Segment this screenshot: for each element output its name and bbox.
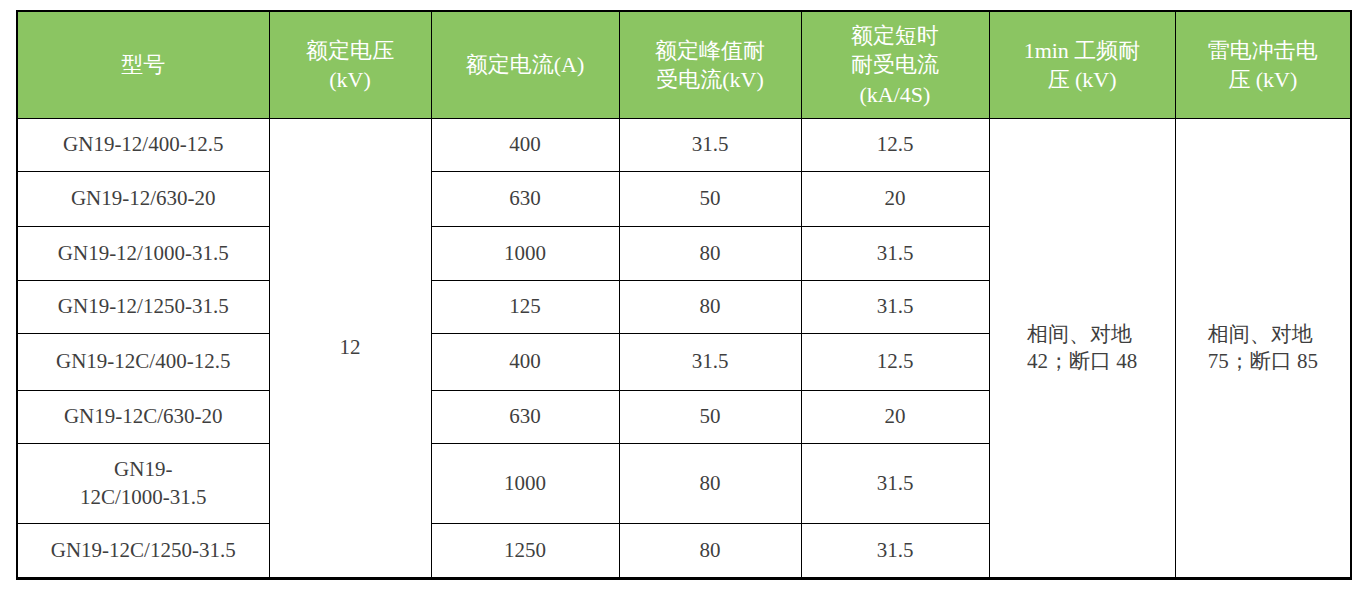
cell-rated-current: 1000 [431,227,619,281]
cell-peak-withstand: 80 [619,444,801,524]
cell-peak-withstand: 31.5 [619,334,801,391]
cell-rated-current: 630 [431,172,619,227]
cell-model: GN19-12/630-20 [17,172,269,227]
cell-model: GN19- 12C/1000-31.5 [17,444,269,524]
header-lightning-impulse-voltage: 雷电冲击电 压 (kV) [1175,11,1351,119]
cell-peak-withstand: 80 [619,227,801,281]
spec-table-container: 型号 额定电压 (kV) 额定电流(A) 额定峰值耐 受电流(kV) 额定短时 … [16,10,1350,580]
lightning-impulse-note: 相间、对地 75；断口 85 [1208,321,1318,376]
cell-model: GN19-12C/1250-31.5 [17,524,269,579]
cell-power-frequency-merged: 相间、对地 42；断口 48 [989,119,1175,579]
cell-peak-withstand: 80 [619,281,801,334]
header-power-frequency-withstand-voltage: 1min 工频耐 压 (kV) [989,11,1175,119]
cell-lightning-impulse-merged: 相间、对地 75；断口 85 [1175,119,1351,579]
cell-rated-current: 1250 [431,524,619,579]
cell-peak-withstand: 80 [619,524,801,579]
cell-peak-withstand: 31.5 [619,119,801,172]
cell-short-time-withstand: 31.5 [801,281,989,334]
cell-peak-withstand: 50 [619,172,801,227]
cell-rated-current: 630 [431,391,619,444]
cell-short-time-withstand: 20 [801,391,989,444]
header-model: 型号 [17,11,269,119]
cell-model: GN19-12C/630-20 [17,391,269,444]
switchgear-spec-table: 型号 额定电压 (kV) 额定电流(A) 额定峰值耐 受电流(kV) 额定短时 … [16,10,1352,580]
header-rated-current: 额定电流(A) [431,11,619,119]
cell-rated-current: 125 [431,281,619,334]
cell-short-time-withstand: 31.5 [801,524,989,579]
cell-model: GN19-12C/400-12.5 [17,334,269,391]
cell-short-time-withstand: 31.5 [801,227,989,281]
cell-rated-voltage-merged: 12 [269,119,431,579]
header-short-time-withstand-current: 额定短时 耐受电流 (kA/4S) [801,11,989,119]
table-row: GN19-12/400-12.5 12 400 31.5 12.5 相间、对地 … [17,119,1351,172]
cell-rated-current: 1000 [431,444,619,524]
cell-rated-current: 400 [431,119,619,172]
cell-model: GN19-12/1250-31.5 [17,281,269,334]
power-frequency-note: 相间、对地 42；断口 48 [1027,321,1137,376]
header-row: 型号 额定电压 (kV) 额定电流(A) 额定峰值耐 受电流(kV) 额定短时 … [17,11,1351,119]
header-peak-withstand-current: 额定峰值耐 受电流(kV) [619,11,801,119]
cell-short-time-withstand: 20 [801,172,989,227]
cell-short-time-withstand: 12.5 [801,334,989,391]
cell-rated-current: 400 [431,334,619,391]
cell-short-time-withstand: 31.5 [801,444,989,524]
header-rated-voltage: 额定电压 (kV) [269,11,431,119]
cell-short-time-withstand: 12.5 [801,119,989,172]
cell-model: GN19-12/1000-31.5 [17,227,269,281]
cell-model: GN19-12/400-12.5 [17,119,269,172]
cell-peak-withstand: 50 [619,391,801,444]
